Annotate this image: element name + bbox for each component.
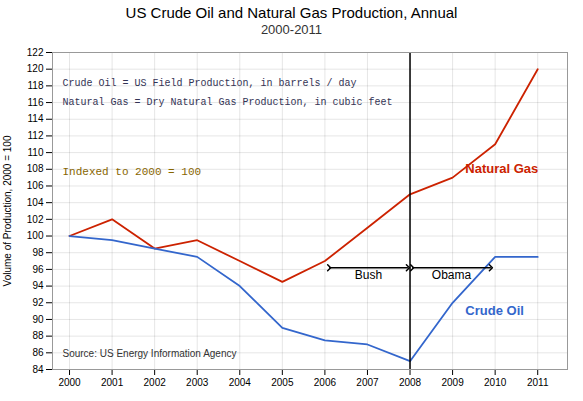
svg-text:2002: 2002	[144, 377, 167, 388]
svg-text:2007: 2007	[356, 377, 379, 388]
svg-text:98: 98	[32, 247, 44, 258]
svg-text:Bush: Bush	[355, 268, 382, 282]
svg-text:114: 114	[28, 113, 44, 124]
svg-text:2004: 2004	[229, 377, 252, 388]
svg-text:Crude Oil = US Field Productio: Crude Oil = US Field Production, in barr…	[63, 78, 357, 89]
svg-text:110: 110	[28, 147, 44, 158]
svg-text:Volume of Production, 2000 = 1: Volume of Production, 2000 = 100	[2, 135, 13, 286]
html-text:US Crude Oil and Natural Gas P: US Crude Oil and Natural Gas Production,…	[125, 4, 458, 21]
svg-text:2009: 2009	[441, 377, 464, 388]
svg-text:106: 106	[27, 180, 44, 191]
svg-text:90: 90	[32, 314, 44, 325]
svg-text:100: 100	[27, 230, 44, 241]
svg-text:94: 94	[32, 280, 44, 291]
svg-text:Natural Gas = Dry Natural Gas: Natural Gas = Dry Natural Gas Production…	[63, 97, 393, 108]
svg-text:122: 122	[27, 47, 44, 58]
svg-text:2010: 2010	[484, 377, 507, 388]
svg-text:2003: 2003	[186, 377, 209, 388]
svg-text:104: 104	[27, 197, 44, 208]
svg-text:96: 96	[32, 264, 44, 275]
svg-text:84: 84	[32, 364, 44, 375]
svg-text:Source: US Energy Information: Source: US Energy Information Agency	[63, 348, 237, 359]
html-text:2000-2011: 2000-2011	[260, 22, 323, 37]
svg-text:Obama: Obama	[432, 268, 472, 282]
svg-text:2000: 2000	[58, 377, 81, 388]
svg-text:92: 92	[32, 297, 44, 308]
svg-text:Natural Gas: Natural Gas	[465, 161, 538, 176]
svg-text:116: 116	[28, 97, 44, 108]
svg-text:2008: 2008	[399, 377, 422, 388]
svg-text:86: 86	[32, 347, 44, 358]
svg-text:88: 88	[32, 330, 44, 341]
svg-text:112: 112	[28, 130, 44, 141]
svg-text:2005: 2005	[271, 377, 294, 388]
svg-text:2011: 2011	[527, 377, 549, 388]
svg-text:2006: 2006	[314, 377, 337, 388]
svg-text:108: 108	[27, 163, 44, 174]
svg-text:Indexed to 2000 = 100: Indexed to 2000 = 100	[63, 166, 202, 178]
svg-text:2001: 2001	[101, 377, 124, 388]
svg-text:Crude Oil: Crude Oil	[465, 303, 524, 318]
svg-text:118: 118	[28, 80, 44, 91]
svg-text:120: 120	[27, 63, 44, 74]
svg-text:102: 102	[27, 214, 44, 225]
